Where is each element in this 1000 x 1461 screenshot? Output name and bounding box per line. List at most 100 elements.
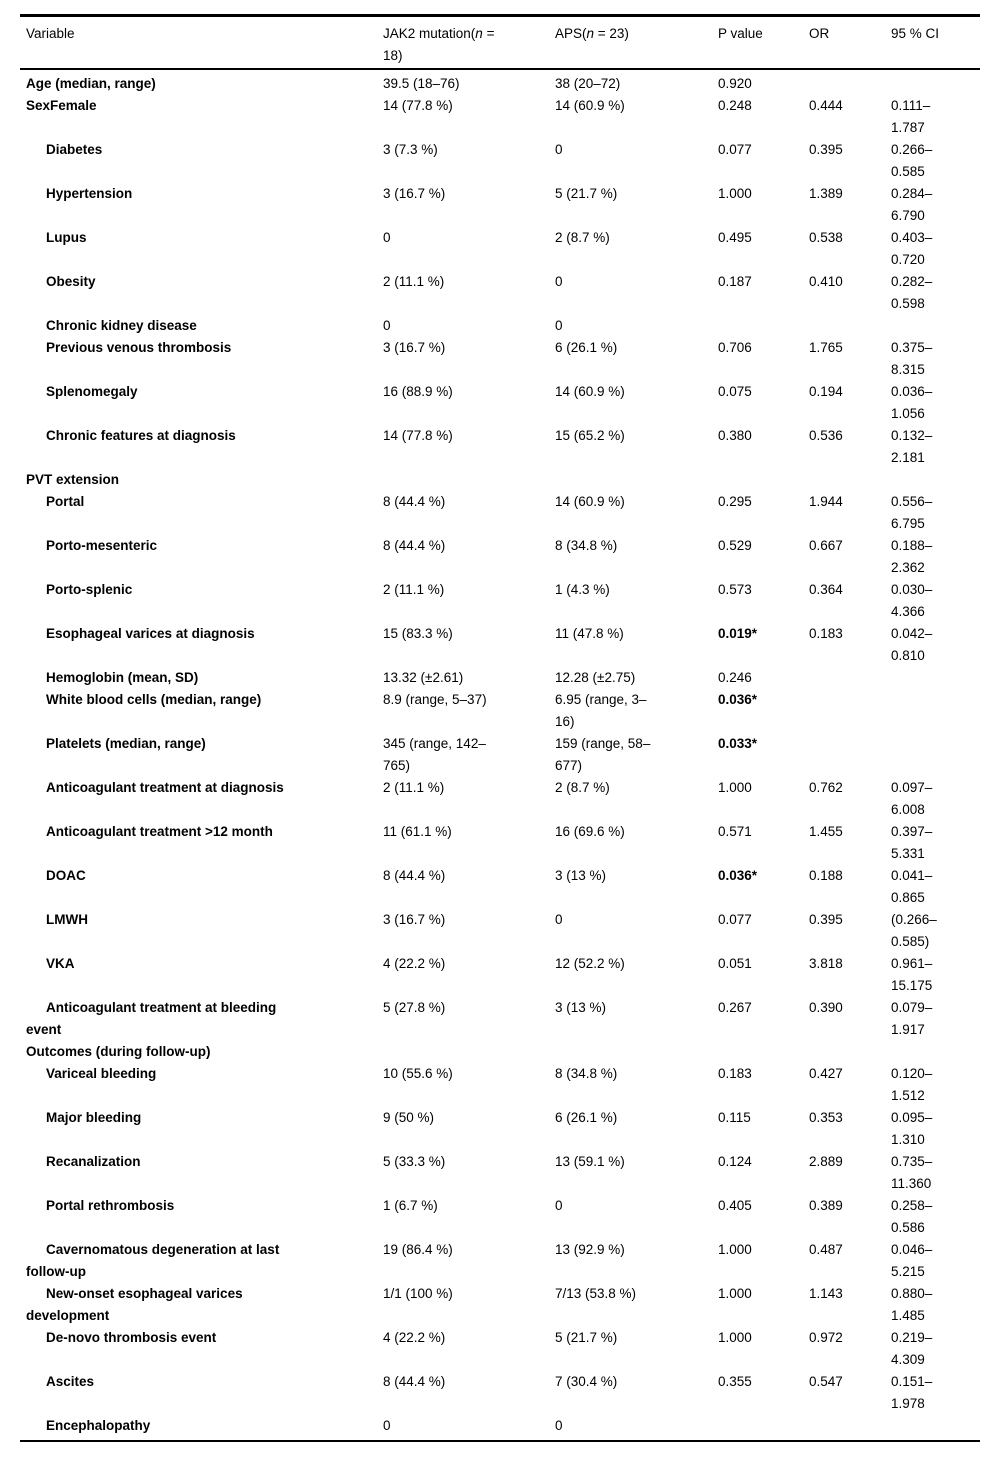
row-label: Hemoglobin (mean, SD) — [46, 670, 199, 685]
jak2-value: 8 (44.4 %) — [383, 1374, 446, 1389]
jak2-value: 11 (61.1 %) — [383, 824, 452, 839]
or-value: 3.818 — [809, 956, 843, 971]
or-value: 0.762 — [809, 780, 843, 795]
table-row: Anticoagulant treatment >12 month 11 (61.… — [20, 821, 980, 865]
or-value: 0.395 — [809, 912, 843, 927]
jak2-value: 8.9 (range, 5–37) — [383, 692, 487, 707]
jak2-value: 39.5 (18–76) — [383, 76, 460, 91]
ci-value: 0.120– 1.512 — [891, 1066, 933, 1103]
row-label: Previous venous thrombosis — [46, 340, 232, 355]
row-label: White blood cells (median, range) — [46, 692, 262, 707]
table-row: Splenomegaly 16 (88.9 %) 14 (60.9 %) 0.075 0… — [20, 381, 980, 425]
or-value: 0.536 — [809, 428, 843, 443]
p-value: 0.036* — [718, 692, 758, 707]
p-value: 0.573 — [718, 582, 752, 597]
ci-value: 0.219– 4.309 — [891, 1330, 933, 1367]
aps-value: 6 (26.1 %) — [555, 1110, 618, 1125]
row-label: Age (median, range) — [26, 76, 156, 91]
row-label: DOAC — [46, 868, 86, 883]
row-label: De-novo thrombosis event — [46, 1330, 217, 1345]
jak2-value: 10 (55.6 %) — [383, 1066, 453, 1081]
aps-value: 0 — [555, 318, 563, 333]
or-value: 0.364 — [809, 582, 843, 597]
row-label: Ascites — [46, 1374, 95, 1389]
or-value: 0.667 — [809, 538, 843, 553]
row-label: LMWH — [46, 912, 88, 927]
table-row: Anticoagulant treatment at bleeding even… — [20, 997, 980, 1041]
aps-value: 11 (47.8 %) — [555, 626, 624, 641]
p-value: 1.000 — [718, 1286, 752, 1301]
table-row: Anticoagulant treatment at diagnosis 2 (1… — [20, 777, 980, 821]
column-header-or: OR — [809, 23, 891, 45]
p-value: 0.529 — [718, 538, 752, 553]
aps-value: 7/13 (53.8 %) — [555, 1286, 637, 1301]
aps-value: 0 — [555, 912, 563, 927]
header-n-italic: n — [475, 26, 483, 41]
aps-value: 8 (34.8 %) — [555, 1066, 618, 1081]
p-value: 0.355 — [718, 1374, 752, 1389]
jak2-value: 5 (27.8 %) — [383, 1000, 446, 1015]
aps-value: 38 (20–72) — [555, 76, 621, 91]
jak2-value: 13.32 (±2.61) — [383, 670, 464, 685]
row-label: Portal rethrombosis — [46, 1198, 175, 1213]
jak2-value: 8 (44.4 %) — [383, 868, 446, 883]
column-header-aps: APS(n = 23) — [555, 23, 718, 45]
aps-value: 13 (59.1 %) — [555, 1154, 625, 1169]
ci-value: 0.046– 5.215 — [891, 1242, 933, 1279]
p-value: 0.036* — [718, 868, 758, 883]
ci-value: 0.095– 1.310 — [891, 1110, 933, 1147]
or-value: 0.395 — [809, 142, 843, 157]
row-label: Esophageal varices at diagnosis — [46, 626, 255, 641]
table-row: Major bleeding 9 (50 %) 6 (26.1 %) 0.115 0.3… — [20, 1107, 980, 1151]
row-label: Porto-splenic — [46, 582, 133, 597]
jak2-value: 1 (6.7 %) — [383, 1198, 438, 1213]
ci-value: 0.284– 6.790 — [891, 186, 933, 223]
ci-value: 0.735– 11.360 — [891, 1154, 933, 1191]
jak2-value: 345 (range, 142– 765) — [383, 736, 486, 773]
table-row: White blood cells (median, range) 8.9 (ra… — [20, 689, 980, 733]
table-row: Chronic kidney disease 0 0 — [20, 315, 980, 337]
aps-value: 13 (92.9 %) — [555, 1242, 625, 1257]
ci-value: 0.041– 0.865 — [891, 868, 933, 905]
header-text: = 23) — [594, 26, 629, 41]
aps-value: 14 (60.9 %) — [555, 98, 625, 113]
jak2-value: 16 (88.9 %) — [383, 384, 453, 399]
ci-value: 0.880– 1.485 — [891, 1286, 933, 1323]
aps-value: 0 — [555, 1198, 563, 1213]
aps-value: 5 (21.7 %) — [555, 1330, 618, 1345]
table-row: Outcomes (during follow-up) — [20, 1041, 980, 1063]
aps-value: 14 (60.9 %) — [555, 384, 625, 399]
table-row: VKA 4 (22.2 %) 12 (52.2 %) 0.051 3.818 0.961–… — [20, 953, 980, 997]
table-row: Hypertension 3 (16.7 %) 5 (21.7 %) 1.000 1.3… — [20, 183, 980, 227]
column-header-jak2: JAK2 mutation(n = 18) — [383, 23, 555, 67]
row-label: Major bleeding — [46, 1110, 142, 1125]
or-value: 0.427 — [809, 1066, 843, 1081]
aps-value: 14 (60.9 %) — [555, 494, 625, 509]
column-header-p: P value — [718, 23, 809, 45]
jak2-value: 0 — [383, 318, 391, 333]
header-text: 95 % CI — [891, 26, 940, 41]
jak2-value: 5 (33.3 %) — [383, 1154, 446, 1169]
aps-value: 12.28 (±2.75) — [555, 670, 636, 685]
aps-value: 2 (8.7 %) — [555, 230, 610, 245]
row-label: Splenomegaly — [46, 384, 138, 399]
p-value: 1.000 — [718, 780, 752, 795]
p-value: 0.077 — [718, 142, 752, 157]
jak2-value: 19 (86.4 %) — [383, 1242, 453, 1257]
or-value: 0.444 — [809, 98, 843, 113]
or-value: 1.765 — [809, 340, 843, 355]
jak2-value: 15 (83.3 %) — [383, 626, 453, 641]
jak2-value: 3 (16.7 %) — [383, 186, 446, 201]
ci-value: 0.079– 1.917 — [891, 1000, 933, 1037]
row-label: Anticoagulant treatment at diagnosis — [46, 780, 284, 795]
p-value: 0.248 — [718, 98, 752, 113]
p-value: 0.051 — [718, 956, 752, 971]
jak2-value: 3 (7.3 %) — [383, 142, 438, 157]
row-label: Recanalization — [46, 1154, 141, 1169]
ci-value: 0.258– 0.586 — [891, 1198, 933, 1235]
ci-value: 0.036– 1.056 — [891, 384, 933, 421]
jak2-value: 0 — [383, 1418, 391, 1433]
p-value: 0.115 — [718, 1110, 751, 1125]
table-row: Lupus 0 2 (8.7 %) 0.495 0.538 0.403– 0.720 — [20, 227, 980, 271]
